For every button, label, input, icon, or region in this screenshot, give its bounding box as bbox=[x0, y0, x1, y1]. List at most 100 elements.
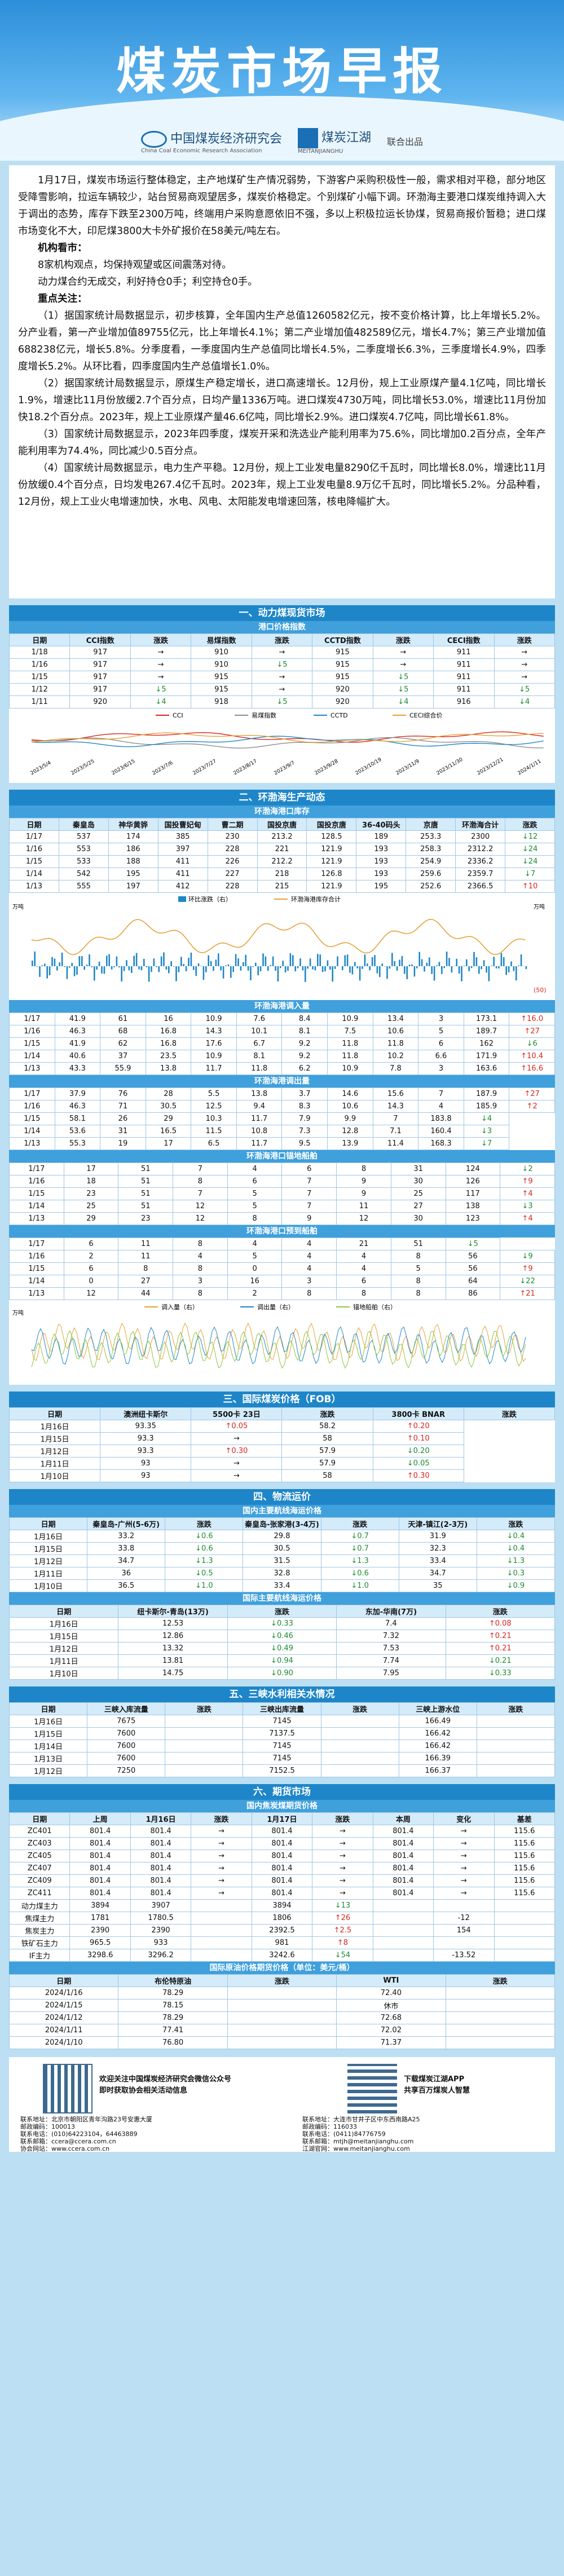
table-cell: 6.6 bbox=[418, 1050, 464, 1063]
table-cell: 34.7 bbox=[398, 1567, 477, 1580]
table-cell: 1/15 bbox=[9, 1112, 55, 1125]
table-cell: 1月15日 bbox=[8, 1432, 101, 1445]
column-header: 三峡上游水位 bbox=[398, 1702, 477, 1715]
subsection-title: 港口价格指数 bbox=[9, 621, 555, 633]
table-cell: 801.4 bbox=[130, 1837, 192, 1850]
table-cell: 46.3 bbox=[54, 1025, 101, 1038]
table-row: 1/15 917 → 915 → 915 ↓5 911 → bbox=[8, 671, 555, 684]
org1-emblem-icon bbox=[140, 130, 167, 148]
table-cell bbox=[493, 1949, 555, 1962]
section-bohai: 二、环渤海生产动态 环渤海港口库存 日期 秦皇岛 神华黄骅 国投曹妃甸 曹二期 国投京唐国… bbox=[9, 790, 555, 1385]
table-cell: 5 bbox=[227, 1200, 283, 1213]
table-cell: ↑0.21 bbox=[445, 1630, 556, 1643]
table-row: 1月16日 93.35 ↑0.05 58.2 ↑0.20 bbox=[8, 1420, 555, 1433]
outflow-table: 1/17 37.9 76 28 5.5 13.8 3.7 14.6 15.6 7 187.9 ↑27 1… bbox=[9, 1087, 555, 1150]
table-cell bbox=[165, 1764, 244, 1777]
table-cell: 93.35 bbox=[100, 1420, 192, 1433]
table-row: 1/15 41.9 62 16.8 17.6 6.7 9.2 11.8 11.8 6 162 ↓6 bbox=[9, 1037, 555, 1050]
table-cell: 46.3 bbox=[54, 1100, 101, 1113]
bar bbox=[126, 960, 127, 966]
column-header: 变化 bbox=[433, 1812, 495, 1825]
table-cell bbox=[476, 1727, 556, 1740]
table-cell: 58 bbox=[281, 1432, 373, 1445]
table-cell: 23 bbox=[63, 1187, 119, 1200]
legend-label: CCTD bbox=[331, 712, 348, 719]
table-cell: 1月12日 bbox=[8, 1642, 119, 1655]
table-cell: 78.29 bbox=[118, 2011, 228, 2024]
table-row: 1/17 6 11 8 4 4 21 51 ↓5 bbox=[9, 1238, 555, 1250]
table-cell bbox=[476, 1740, 556, 1752]
column-header: 涨跌 bbox=[227, 1605, 337, 1618]
table-cell: 226 bbox=[207, 855, 258, 868]
bar bbox=[396, 966, 398, 971]
table-cell: 9 bbox=[336, 1175, 391, 1188]
table-cell: 2 bbox=[227, 1287, 283, 1300]
table-cell: 17.6 bbox=[191, 1037, 237, 1050]
table-cell: -12 bbox=[433, 1912, 495, 1925]
table-cell: 1/11 bbox=[8, 695, 70, 708]
table-cell: 8 bbox=[390, 1287, 446, 1300]
table-cell: 2024/1/10 bbox=[8, 2036, 119, 2049]
table-cell bbox=[191, 1912, 252, 1925]
table-cell: → bbox=[130, 646, 192, 659]
column-header: 36-40码头 bbox=[356, 818, 407, 831]
table-cell: → bbox=[433, 1874, 495, 1887]
bar bbox=[133, 955, 135, 966]
table-cell: 124 bbox=[445, 1162, 501, 1175]
table-cell: 1月10日 bbox=[8, 1469, 101, 1482]
table-row: 2024/1/12 78.29 72.68 bbox=[8, 2011, 556, 2024]
table-row: 1/18 917 → 910 → 915 → 911 → bbox=[8, 646, 555, 659]
bar bbox=[294, 966, 296, 972]
table-cell: 1806 bbox=[251, 1912, 313, 1925]
bar bbox=[173, 966, 175, 967]
table-cell: 9.4 bbox=[236, 1100, 283, 1113]
table-cell: 34.7 bbox=[87, 1555, 166, 1567]
bar bbox=[135, 953, 138, 966]
table-cell: 915 bbox=[191, 683, 252, 696]
app-qr-code-icon[interactable] bbox=[347, 2064, 397, 2113]
bar bbox=[483, 960, 485, 966]
legend-label: 锚地船舶（右） bbox=[353, 1303, 396, 1311]
table-row: 1月16日 7675 7145 166.49 bbox=[8, 1715, 556, 1728]
qr-code-icon[interactable] bbox=[43, 2064, 92, 2113]
bar bbox=[314, 966, 316, 971]
table-cell: ↑0.20 bbox=[372, 1420, 464, 1433]
table-cell: 1/14 bbox=[9, 1050, 55, 1063]
bar bbox=[158, 966, 160, 972]
table-cell: 休市 bbox=[336, 1999, 446, 2012]
table-cell: 7.1 bbox=[372, 1125, 419, 1138]
bar bbox=[441, 966, 443, 974]
table-cell: 13.4 bbox=[372, 1012, 419, 1025]
table-cell: 6 bbox=[281, 1162, 337, 1175]
table-row: 焦炭主力 2390 2390 2392.5 ↑2.5 154 bbox=[8, 1924, 555, 1937]
column-header: 神华黄骅 bbox=[108, 818, 158, 831]
table-cell: 1/13 bbox=[9, 880, 59, 893]
table-cell: ZC401 bbox=[8, 1825, 70, 1838]
table-cell: 76 bbox=[100, 1087, 146, 1100]
expected-ships-table: 1/17 6 11 8 4 4 21 51 ↓5 1/16 2 11 4 5 4 4 8 56 ↓9 1/15 6 8 8 0… bbox=[9, 1238, 555, 1300]
table-cell bbox=[320, 1715, 399, 1728]
bar bbox=[391, 953, 393, 966]
table-cell: ↓1.3 bbox=[476, 1555, 556, 1567]
table-cell: 1月12日 bbox=[8, 1555, 88, 1567]
table-cell: 1/17 bbox=[9, 1012, 55, 1025]
bar bbox=[470, 966, 473, 968]
table-cell: 1月16日 bbox=[8, 1420, 101, 1433]
table-cell: 4 bbox=[336, 1262, 391, 1275]
table-cell: 920 bbox=[312, 683, 373, 696]
table-cell: 7.8 bbox=[372, 1062, 419, 1075]
bar bbox=[478, 966, 480, 974]
bar bbox=[32, 961, 33, 966]
bar bbox=[371, 957, 373, 966]
table-cell: 6 bbox=[63, 1238, 119, 1250]
bar bbox=[262, 953, 264, 966]
bar bbox=[505, 966, 507, 975]
table-cell: 166.42 bbox=[398, 1727, 477, 1740]
footer-left-caption: 欢迎关注中国煤炭经济研究会微信公众号 即时获取协会相关活动信息 bbox=[99, 2075, 232, 2095]
table-cell: 57.9 bbox=[281, 1445, 373, 1457]
table-cell bbox=[372, 1936, 434, 1949]
table-cell: → bbox=[251, 646, 313, 659]
table-cell: 801.4 bbox=[130, 1825, 192, 1838]
table-cell: ↑10 bbox=[505, 880, 555, 893]
table-cell: 166.42 bbox=[398, 1740, 477, 1752]
